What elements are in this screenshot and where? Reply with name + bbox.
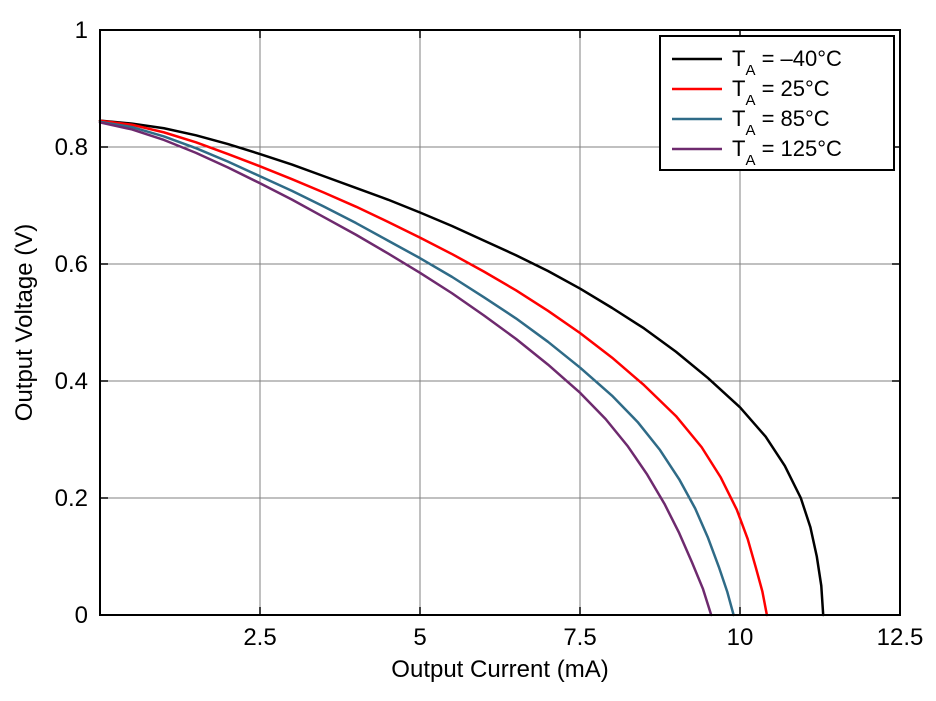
y-axis-label: Output Voltage (V) — [11, 224, 38, 421]
y-tick-label: 0.2 — [55, 485, 88, 512]
y-tick-label: 0.6 — [55, 251, 88, 278]
x-axis-label: Output Current (mA) — [391, 656, 608, 683]
line-chart: 2.5 5 7.5 10 12.5 0 0.2 0.4 0.6 0.8 1 Output Curren… — [0, 0, 936, 701]
x-tick-label: 10 — [727, 624, 754, 651]
x-tick-label: 5 — [413, 624, 426, 651]
legend: TA = –40°CTA = 25°CTA = 85°CTA = 125°C — [660, 36, 894, 170]
x-tick-label: 12.5 — [877, 624, 924, 651]
y-tick-label: 1 — [75, 17, 88, 44]
chart-container: 2.5 5 7.5 10 12.5 0 0.2 0.4 0.6 0.8 1 Output Curren… — [0, 0, 936, 701]
x-tick-label: 7.5 — [563, 624, 596, 651]
y-tick-label: 0 — [75, 602, 88, 629]
y-tick-label: 0.4 — [55, 368, 88, 395]
x-tick-label: 2.5 — [243, 624, 276, 651]
y-tick-label: 0.8 — [55, 134, 88, 161]
